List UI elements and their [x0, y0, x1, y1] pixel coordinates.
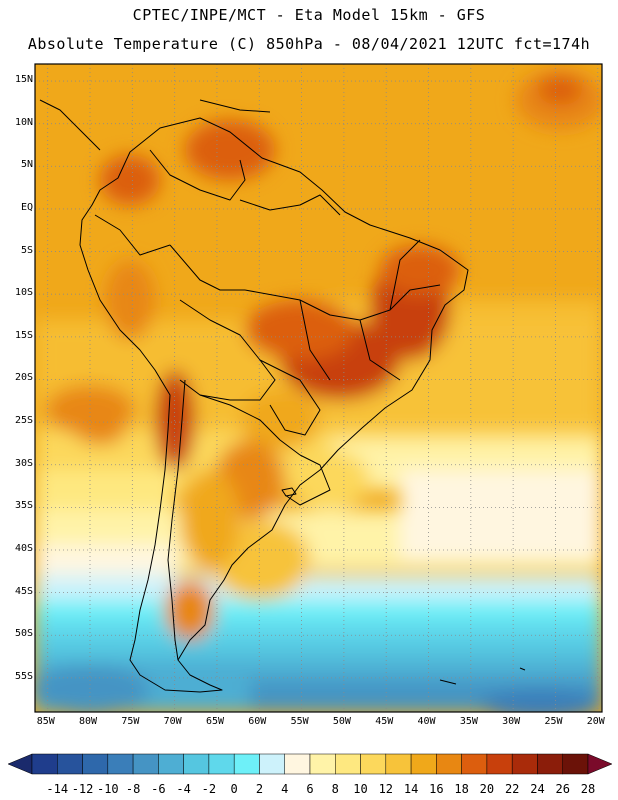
colorbar-tick-label: -14: [46, 782, 69, 796]
latitude-label: 55S: [14, 670, 33, 682]
latitude-label: 50S: [14, 628, 33, 640]
latitude-label: 5S: [20, 244, 33, 256]
falkland-islands: [281, 487, 297, 497]
longitude-label: 85W: [36, 716, 55, 727]
colorbar-tick-label: 14: [403, 782, 419, 796]
colorbar-tick-label: 20: [479, 782, 495, 796]
colorbar-swatch: [284, 753, 311, 775]
colorbar-swatch: [82, 753, 109, 775]
colorbar-tick-label: 8: [331, 782, 339, 796]
colorbar-tick-label: 0: [230, 782, 238, 796]
colorbar-tick-label: 22: [504, 782, 520, 796]
title-line-2: Absolute Temperature (C) 850hPa - 08/04/…: [27, 35, 591, 53]
border-argentina-north: [199, 394, 301, 456]
colorbar-swatch: [208, 753, 235, 775]
latitude-label: 35S: [14, 500, 33, 512]
colorbar-swatch: [461, 753, 488, 775]
colorbar-swatch: [309, 753, 336, 775]
colorbar-swatch: [31, 753, 58, 775]
longitude-label: 25W: [544, 716, 563, 727]
border-chile-argentina: [167, 379, 186, 661]
colorbar-tick-label: 2: [255, 782, 264, 796]
longitude-label: 20W: [586, 716, 605, 727]
colorbar-tick-label: -10: [96, 782, 119, 796]
colorbar-swatch: [537, 753, 563, 775]
colorbar-swatch: [436, 753, 462, 775]
colorbar-swatch: [57, 753, 83, 775]
colorbar-swatch: [562, 753, 589, 775]
colorbar-tick-label: 12: [378, 782, 394, 796]
latitude-label: 5N: [20, 159, 33, 171]
longitude-label: 30W: [502, 716, 521, 727]
colorbar-tick-label: 24: [530, 782, 545, 796]
colorbar-swatch: [360, 753, 387, 775]
coastlines-and-borders: [39, 99, 526, 693]
latitude-label: 10N: [14, 116, 33, 128]
colorbar-max-arrow: [587, 753, 613, 775]
longitude-label: 60W: [248, 716, 267, 727]
colorbar-tick-label: 18: [454, 782, 469, 796]
latitude-label: 30S: [14, 457, 33, 469]
title-line-1: CPTEC/INPE/MCT - Eta Model 15km - GFS: [132, 6, 486, 24]
colorbar-tick-label: -12: [71, 782, 94, 796]
lat-lon-grid: [35, 64, 602, 712]
colorbar-tick-label: 10: [353, 782, 368, 796]
latitude-label: 40S: [14, 543, 33, 554]
longitude-label: 45W: [375, 716, 394, 727]
colorbar-tick-label: 4: [281, 782, 289, 796]
longitude-label: 65W: [205, 716, 224, 727]
colorbar-tick-label: -4: [176, 782, 191, 796]
colorbar-swatch: [410, 753, 437, 775]
colorbar-min-arrow: [7, 753, 33, 775]
colorbar-swatch: [158, 753, 184, 775]
colorbar-tick-label: 28: [580, 782, 596, 796]
south-america-coastline: [79, 117, 469, 693]
colorbar-tick-label: 16: [429, 782, 444, 796]
colorbar-swatch: [132, 753, 159, 775]
border-paraguay: [259, 359, 321, 436]
latitude-label: 15S: [14, 329, 33, 341]
border-colombia-venezuela: [149, 149, 246, 201]
longitude-label: 35W: [459, 716, 478, 727]
colorbar-swatch: [511, 753, 538, 775]
latitude-label: 15N: [14, 74, 33, 86]
caribbean-coast: [39, 99, 271, 151]
longitude-label: 40W: [417, 716, 436, 727]
colorbar-swatch: [233, 753, 260, 775]
colorbar-swatch: [335, 753, 361, 775]
longitude-label: 75W: [121, 716, 140, 727]
colorbar-swatch: [385, 753, 412, 775]
colorbar-swatch: [107, 753, 134, 775]
colorbar-tick-label: -2: [201, 782, 217, 796]
islands-south-atlantic: [439, 667, 526, 685]
colorbar-tick-label: 26: [555, 782, 570, 796]
latitude-label: EQ: [20, 201, 33, 213]
longitude-label: 80W: [79, 716, 98, 727]
latitude-label: 10S: [14, 287, 33, 299]
colorbar-tick-label: -8: [125, 782, 141, 796]
longitude-label: 55W: [290, 716, 309, 727]
longitude-label: 50W: [332, 716, 351, 727]
colorbar: [7, 753, 613, 775]
longitude-label: 70W: [163, 716, 182, 727]
border-bolivia: [179, 299, 276, 401]
brazil-states: [244, 239, 441, 381]
colorbar-tick-label: 6: [306, 782, 314, 796]
border-uruguay: [284, 454, 331, 506]
latitude-label: 20S: [14, 372, 33, 384]
border-peru-brazil: [169, 244, 245, 291]
map-frame: [34, 63, 603, 713]
latitude-label: 25S: [14, 415, 33, 427]
border-brazil-north: [239, 194, 341, 216]
colorbar-swatch: [486, 753, 513, 775]
border-ecuador-peru: [94, 214, 171, 256]
colorbar-swatch: [259, 753, 285, 775]
colorbar-tick-label: -6: [151, 782, 166, 796]
latitude-label: 45S: [14, 585, 33, 597]
colorbar-swatch: [183, 753, 210, 775]
temperature-field: [35, 64, 602, 712]
